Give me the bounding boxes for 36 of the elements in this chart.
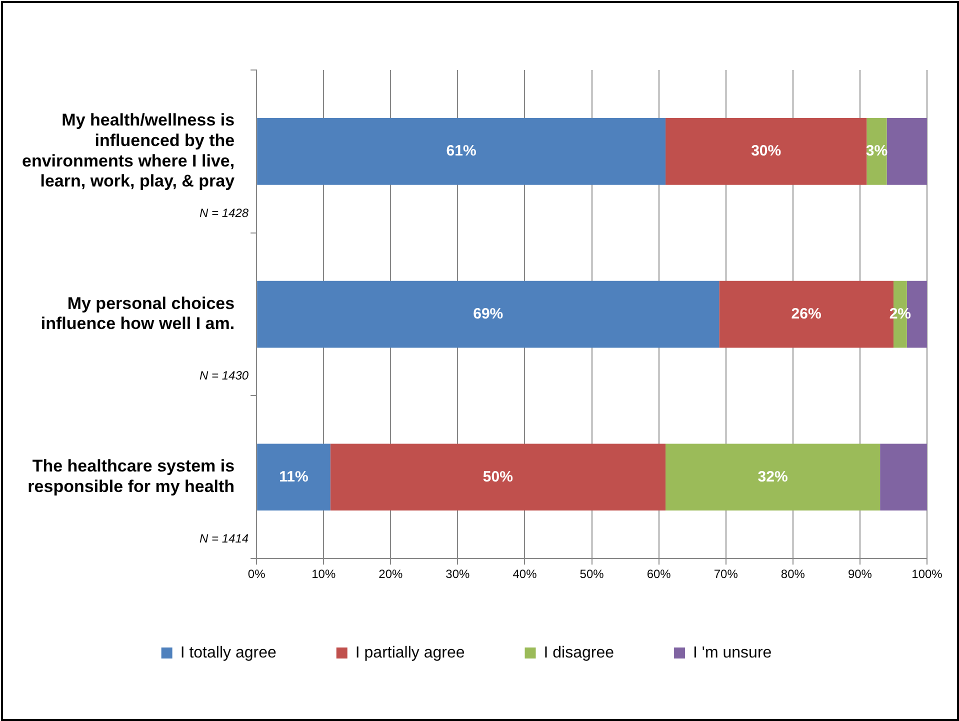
x-tick-label: 60% xyxy=(646,567,672,582)
text: N = 1430 xyxy=(200,368,249,383)
data-label: 26% xyxy=(791,305,822,322)
bar xyxy=(330,444,666,511)
data-label: 69% xyxy=(473,305,504,322)
bar xyxy=(257,118,666,185)
y-tick-label: The healthcare system is responsible for my health xyxy=(28,456,235,496)
x-tick-label: 20% xyxy=(378,567,403,582)
x-tick-label: 90% xyxy=(848,567,872,582)
x-tick-label: 30% xyxy=(446,567,470,582)
x-tick-label: 40% xyxy=(512,567,538,582)
x-tick-label: 80% xyxy=(780,567,806,582)
x-tick-label: 50% xyxy=(580,567,604,582)
bar xyxy=(257,280,720,348)
x-tick-label: 70% xyxy=(714,567,738,582)
text: N = 1428 xyxy=(200,206,249,220)
legend-label: I disagree xyxy=(544,644,614,662)
data-label: 61% xyxy=(446,142,476,160)
bar xyxy=(880,444,927,511)
data-label: 32% xyxy=(758,468,788,486)
y-tick-label: My personal choices influence how well I am. xyxy=(40,294,235,334)
legend-label: I partially agree xyxy=(355,644,465,662)
data-label: 30% xyxy=(751,142,782,160)
bar xyxy=(257,444,330,511)
legend-label: I 'm unsure xyxy=(693,644,772,662)
bar xyxy=(666,444,880,511)
bar xyxy=(886,118,927,185)
data-label: 50% xyxy=(482,468,513,486)
y-tick-label: My health/wellness is influenced by the environments where I live, learn, work, play, & pray xyxy=(22,110,236,191)
x-tick-label: 10% xyxy=(312,567,336,582)
bar xyxy=(666,118,867,185)
text: N = 1414 xyxy=(200,532,249,546)
x-tick-label: 100% xyxy=(912,567,943,582)
x-tick-label: 0% xyxy=(248,567,266,582)
legend-label: I totally agree xyxy=(180,644,276,662)
data-label: 11% xyxy=(279,468,308,486)
